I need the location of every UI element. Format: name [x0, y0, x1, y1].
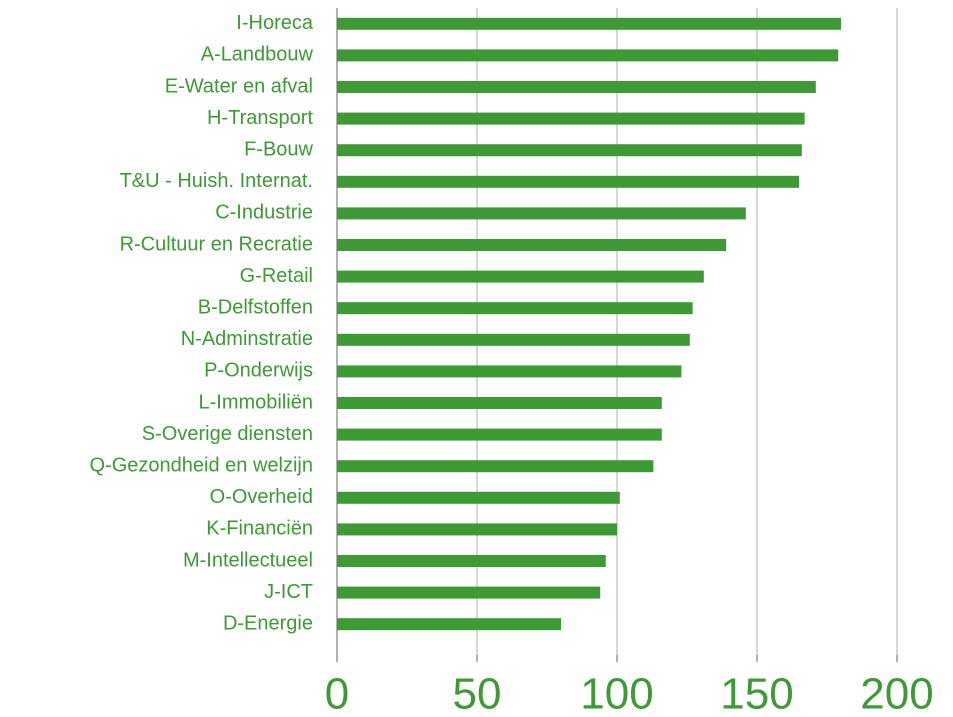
y-tick-label: L-Immobiliën [199, 391, 313, 413]
y-tick-label: R-Cultuur en Recratie [120, 233, 313, 255]
y-tick-label: K-Financiën [206, 518, 313, 540]
y-tick-label: O-Overheid [210, 486, 313, 508]
bar [337, 555, 606, 567]
x-tick-label: 50 [453, 670, 502, 717]
y-tick-label: B-Delfstoffen [198, 296, 313, 318]
y-tick-label: T&U - Huish. Internat. [120, 170, 313, 192]
bar [337, 428, 662, 441]
y-tick-label: C-Industrie [215, 202, 313, 224]
x-tick-label: 200 [860, 670, 933, 717]
bar [337, 239, 727, 251]
y-tick-label: J-ICT [264, 581, 313, 603]
y-tick-label: P-Onderwijs [204, 360, 313, 382]
bar [337, 491, 620, 504]
bar [337, 460, 654, 473]
bar [337, 175, 799, 188]
bar [337, 81, 816, 93]
bar [337, 270, 704, 283]
bar [337, 523, 617, 536]
y-tick-label: D-Energie [223, 612, 313, 634]
x-tick-label: 150 [720, 670, 793, 717]
y-tick-label: E-Water en afval [165, 75, 313, 97]
y-tick-label: H-Transport [207, 107, 313, 129]
bar [337, 207, 746, 220]
bar [337, 17, 841, 30]
y-tick-label: I-Horeca [236, 12, 314, 34]
y-tick-label: N-Adminstratie [181, 328, 313, 350]
y-tick-label: G-Retail [240, 265, 313, 287]
y-tick-label: M-Intellectueel [183, 549, 313, 571]
bar [337, 618, 561, 631]
x-tick-label: 0 [325, 670, 349, 717]
bar [337, 302, 693, 315]
bar [337, 397, 662, 409]
bar [337, 586, 601, 599]
bar [337, 49, 839, 62]
bar [337, 365, 682, 378]
bar [337, 112, 805, 125]
y-tick-label: Q-Gezondheid en welzijn [90, 454, 313, 476]
bar [337, 144, 802, 157]
bar [337, 333, 690, 346]
y-tick-label: S-Overige diensten [142, 423, 313, 445]
y-tick-label: F-Bouw [244, 138, 313, 160]
x-tick-label: 100 [580, 670, 653, 717]
y-tick-label: A-Landbouw [201, 44, 314, 66]
